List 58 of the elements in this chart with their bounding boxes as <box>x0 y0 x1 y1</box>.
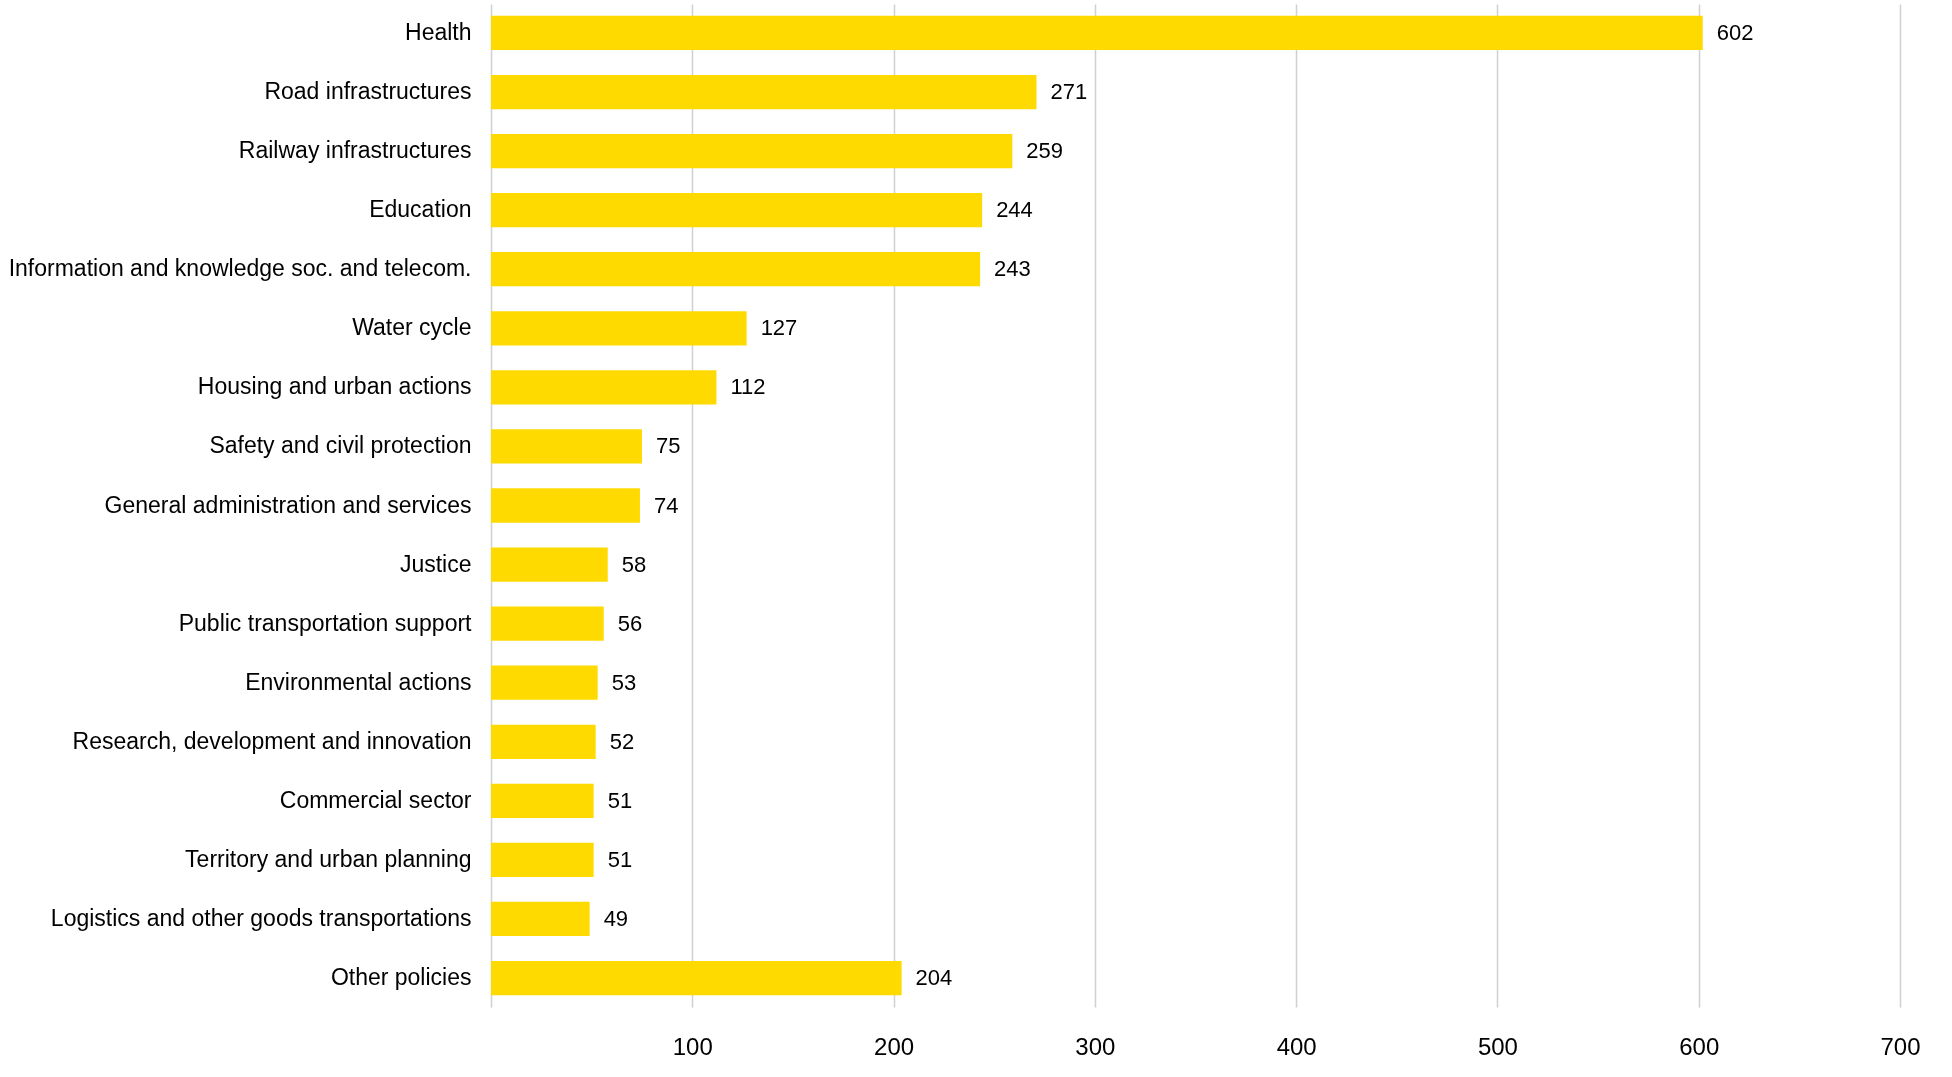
data-label: 259 <box>1026 138 1064 164</box>
y-tick-label: Public transportation support <box>178 609 473 636</box>
y-tick-label: Education <box>369 196 472 223</box>
y-tick-label: Road infrastructures <box>264 78 472 105</box>
y-tick-label: Information and knowledge soc. and telecom. <box>8 255 472 282</box>
bar <box>491 901 590 937</box>
x-tick-label: 100 <box>672 1032 713 1060</box>
y-tick-label: Health <box>405 18 472 45</box>
bar <box>491 193 983 228</box>
bar <box>491 311 747 346</box>
data-label: 204 <box>915 965 953 991</box>
y-tick-label: Railway infrastructures <box>238 137 472 164</box>
x-tick-label: 400 <box>1276 1032 1317 1060</box>
bar <box>491 429 642 464</box>
y-tick-label: Safety and civil protection <box>209 432 472 459</box>
bar <box>491 74 1037 110</box>
data-label: 51 <box>607 846 633 872</box>
data-label: 602 <box>1716 19 1754 45</box>
data-label: 112 <box>730 374 766 400</box>
bar <box>491 547 608 582</box>
data-label: 58 <box>621 551 647 577</box>
y-tick-label: Other policies <box>330 964 472 991</box>
data-label: 74 <box>653 492 679 518</box>
bar <box>491 15 1703 51</box>
bar <box>491 133 1013 169</box>
x-tick-label: 700 <box>1880 1032 1921 1060</box>
y-tick-label: Territory and urban planning <box>185 845 472 872</box>
bar <box>491 370 717 405</box>
y-tick-label: Water cycle <box>352 314 472 341</box>
y-tick-label: Commercial sector <box>279 786 472 813</box>
bar <box>491 665 598 700</box>
data-label: 49 <box>603 905 629 931</box>
bar <box>491 252 981 287</box>
x-tick-label: 600 <box>1679 1032 1720 1060</box>
bar <box>491 783 594 818</box>
x-tick-label: 300 <box>1075 1032 1116 1060</box>
y-tick-label: Housing and urban actions <box>197 373 472 400</box>
bar <box>491 724 596 759</box>
bar <box>491 606 604 641</box>
bar <box>491 960 902 996</box>
y-tick-label: General administration and services <box>104 491 472 518</box>
data-label: 52 <box>609 728 635 754</box>
data-label: 127 <box>760 315 798 341</box>
bar <box>491 488 640 523</box>
data-label: 271 <box>1050 79 1088 105</box>
data-label: 53 <box>611 669 637 695</box>
x-tick-label: 200 <box>874 1032 915 1060</box>
data-label: 56 <box>617 610 643 636</box>
x-tick-label: 500 <box>1477 1032 1518 1060</box>
bar <box>491 842 594 878</box>
data-label: 243 <box>994 256 1031 282</box>
data-label: 244 <box>996 197 1033 223</box>
y-tick-label: Justice <box>399 550 472 577</box>
y-tick-label: Research, development and innovation <box>72 727 472 754</box>
data-label: 75 <box>655 433 681 459</box>
data-label: 51 <box>607 787 633 813</box>
y-tick-label: Environmental actions <box>245 668 472 695</box>
y-tick-label: Logistics and other goods transportations <box>50 904 472 931</box>
